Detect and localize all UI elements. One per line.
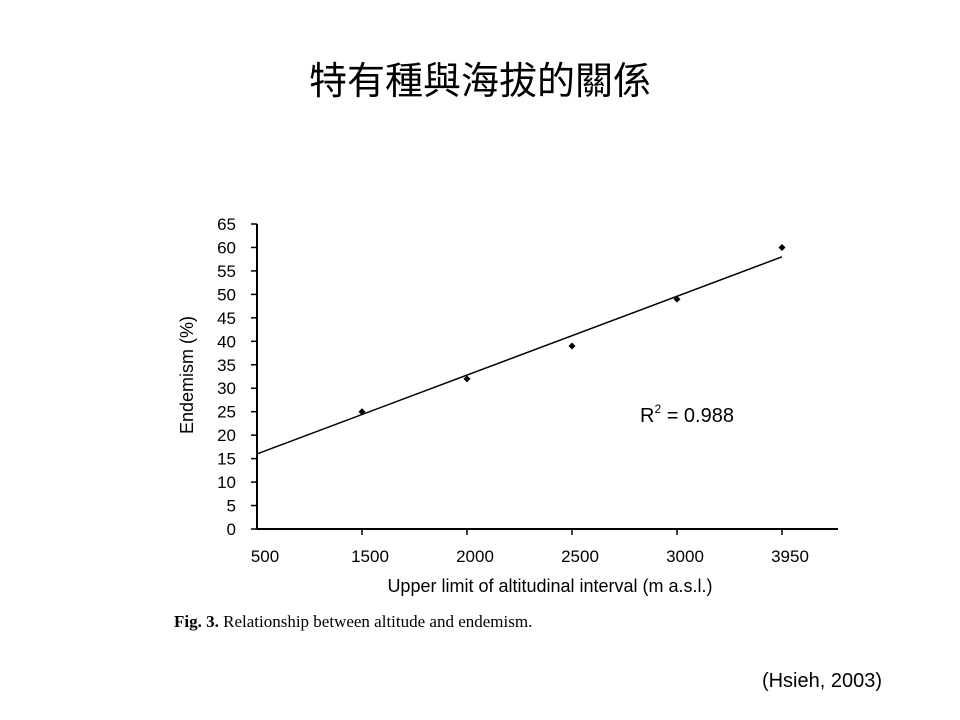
x-tick-label: 3000 [666,547,704,566]
y-tick-label: 35 [217,356,236,375]
x-tick-label: 2500 [561,547,599,566]
citation: (Hsieh, 2003) [761,670,882,692]
chart-axes [256,224,838,530]
trendline [256,256,783,455]
y-tick-label: 40 [217,332,236,351]
data-point [778,243,786,251]
y-axis-ticks: 0 5 10 15 20 25 30 35 40 45 50 55 60 65 [217,215,257,539]
x-axis-ticks: 500 1500 2000 2500 3000 3950 [251,529,809,566]
y-tick-label: 60 [217,238,236,257]
data-point [463,375,471,383]
data-point [358,408,366,416]
data-point [673,295,681,303]
figure-caption: Fig. 3. Relationship between altitude an… [174,612,532,632]
y-tick-label: 10 [217,473,236,492]
figure-caption-text: Relationship between altitude and endemi… [218,612,533,631]
y-tick-label: 45 [217,309,236,328]
x-axis-label: Upper limit of altitudinal interval (m a… [387,576,712,596]
y-tick-label: 30 [217,379,236,398]
y-tick-label: 5 [227,497,236,516]
x-tick-label: 2000 [456,547,494,566]
y-tick-label: 0 [227,520,236,539]
y-axis-label: Endemism (%) [177,316,197,434]
data-point [568,342,576,350]
x-tick-label: 500 [251,547,279,566]
y-tick-label: 50 [217,285,236,304]
figure-caption-label: Fig. 3. [174,612,219,631]
r-squared-annotation: R2 = 0.988 [640,402,734,427]
slide-title: 特有種與海拔的關係 [308,59,651,103]
data-points [358,243,786,416]
x-tick-label: 1500 [351,547,389,566]
x-tick-label: 3950 [771,547,809,566]
y-tick-label: 55 [217,262,236,281]
y-tick-label: 20 [217,426,236,445]
trendline-group [256,256,783,455]
r-squared-exponent: 2 [654,402,661,416]
y-tick-label: 25 [217,403,236,422]
r-squared-value: = 0.988 [661,405,734,427]
y-tick-label: 15 [217,450,236,469]
y-tick-label: 65 [217,215,236,234]
r-squared-letter: R [640,405,654,427]
